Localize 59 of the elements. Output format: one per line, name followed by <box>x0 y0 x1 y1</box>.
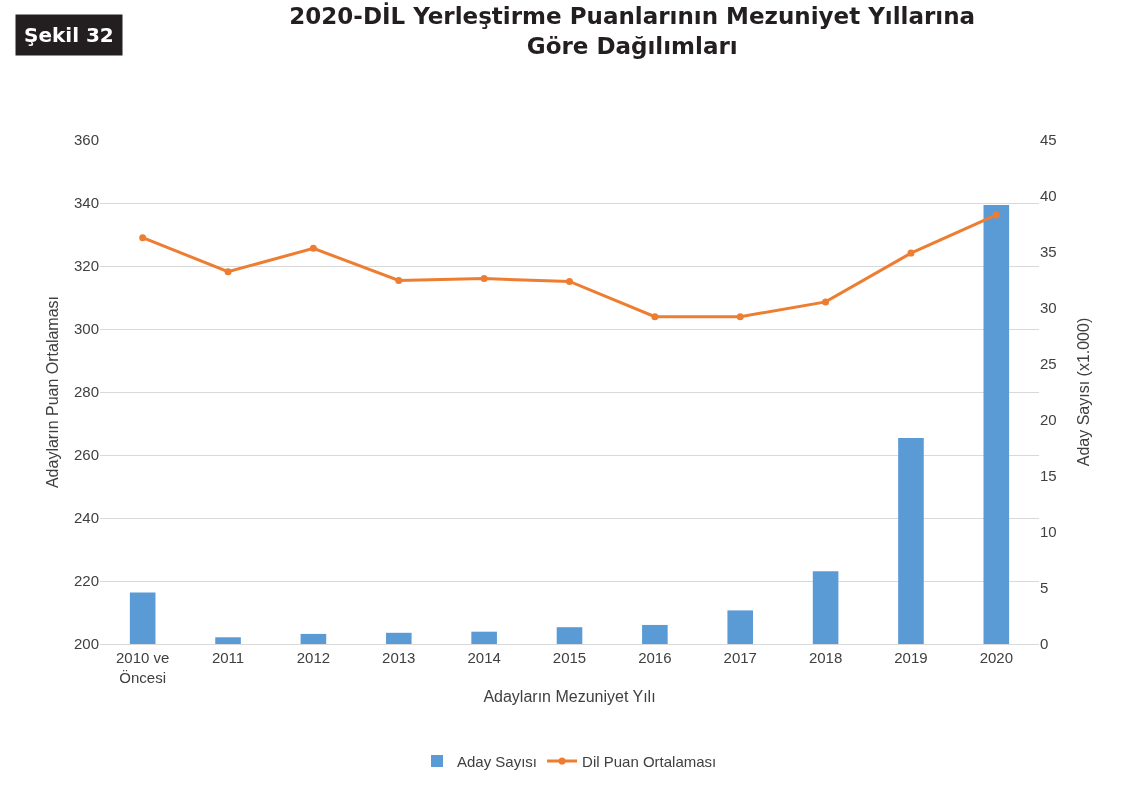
x-tick-label: 2010 ve Öncesi <box>115 649 170 686</box>
y2-tick-label: 5 <box>1040 579 1049 597</box>
x-tick-label: 2014 <box>467 649 501 666</box>
point <box>224 268 232 276</box>
bar <box>983 204 1010 644</box>
bar <box>215 637 241 644</box>
x-tick-label: 2019 <box>894 649 928 666</box>
y2-tick-label: 30 <box>1040 299 1057 317</box>
y2-tick-label: 0 <box>1040 635 1049 653</box>
y-tick-label: 220 <box>73 572 99 590</box>
x-tick-label: 2020 <box>979 649 1014 666</box>
point <box>566 277 573 285</box>
x-tick-label: 2012 <box>296 649 331 666</box>
point <box>395 276 403 284</box>
y-tick-label: 240 <box>73 509 99 527</box>
bar <box>556 627 583 644</box>
x-tick-label: 2011 <box>211 649 245 666</box>
bar <box>300 633 327 644</box>
point <box>480 275 488 283</box>
y-tick-label: 340 <box>73 194 99 212</box>
point <box>651 313 659 321</box>
bar <box>812 571 839 644</box>
y-tick-label: 300 <box>73 320 99 338</box>
x-axis-title: Adayların Mezuniyet Yılı <box>483 688 656 705</box>
x-tick-label: 2013 <box>382 649 416 666</box>
y2-tick-label: 10 <box>1040 523 1057 541</box>
y-tick-label: 360 <box>73 131 99 149</box>
point <box>309 244 317 252</box>
x-tick-label: 2017 <box>723 649 757 666</box>
y-tick-label: 280 <box>73 383 99 401</box>
y2-tick-label: 35 <box>1040 243 1057 261</box>
y2-tick-label: 40 <box>1040 187 1057 205</box>
y2-tick-label: 15 <box>1040 467 1057 485</box>
point <box>736 313 744 321</box>
legend-label: Dil Puan Ortalaması <box>582 752 717 770</box>
bar <box>129 592 156 644</box>
y-tick-label: 200 <box>73 635 99 653</box>
x-tick-label: 2015 <box>552 649 587 666</box>
chart-title: 2020-DİL Yerleştirme Puanlarının Mezuniyet Yıllarına Göre Dağılımları <box>289 1 976 59</box>
legend-label: Aday Sayısı <box>457 752 538 770</box>
point <box>139 234 147 242</box>
x-tick-label: 2018 <box>808 649 843 666</box>
bar <box>471 631 497 644</box>
y2-tick-label: 20 <box>1040 411 1057 429</box>
x-tick-label: 2016 <box>638 649 672 666</box>
bar <box>642 624 668 644</box>
y-tick-label: 260 <box>73 446 99 464</box>
y-axis-title: Adayların Puan Ortalaması <box>44 295 61 489</box>
y2-axis-title: Aday Sayısı (x1.000) <box>1075 317 1092 467</box>
point <box>907 249 915 257</box>
point <box>822 298 830 306</box>
bar <box>898 437 924 644</box>
point <box>992 211 1000 219</box>
bar <box>385 632 412 644</box>
text: Şekil 32 <box>24 23 114 47</box>
y-tick-label: 320 <box>73 257 99 275</box>
bar <box>727 610 754 644</box>
y2-tick-label: 45 <box>1040 131 1057 149</box>
y2-tick-label: 25 <box>1040 355 1057 373</box>
